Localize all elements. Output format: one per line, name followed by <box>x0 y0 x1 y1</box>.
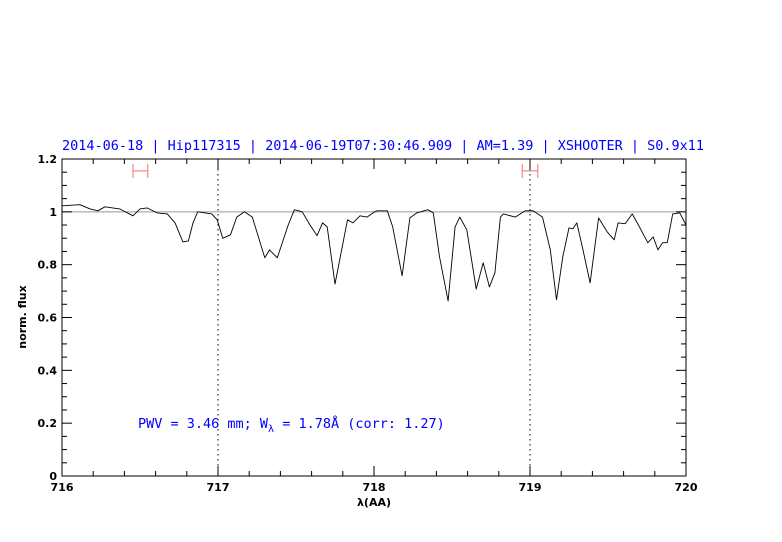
x-axis-label: λ(AA) <box>357 496 391 509</box>
plot-area: 716 717 718 719 720 0 0.2 0.4 0.6 0.8 1 1.2 <box>38 153 698 494</box>
y-tick-label: 0.8 <box>38 259 58 272</box>
y-tick-label: 0.4 <box>38 364 58 377</box>
y-axis-label: norm. flux <box>16 285 29 348</box>
pwv-annotation: PWV = 3.46 mm; Wλ = 1.78Å (corr: 1.27) <box>138 415 445 435</box>
x-tick-label: 719 <box>519 481 542 494</box>
x-tick-label: 717 <box>207 481 230 494</box>
chart-title: 2014-06-18 | Hip117315 | 2014-06-19T07:3… <box>62 138 704 154</box>
y-tick-label: 0.6 <box>38 312 58 325</box>
y-tick-label: 0.2 <box>38 417 58 430</box>
annotation-prefix: PWV = 3.46 mm; W <box>138 416 269 432</box>
annotation-subscript: λ <box>268 424 274 435</box>
y-tick-label: 0 <box>49 470 57 483</box>
x-tick-label: 718 <box>363 481 386 494</box>
x-tick-label: 720 <box>675 481 698 494</box>
spectrum-line <box>61 204 687 302</box>
y-tick-label: 1.2 <box>38 153 58 166</box>
y-tick-label: 1 <box>49 206 57 219</box>
annotation-suffix: = 1.78Å (corr: 1.27) <box>274 415 445 432</box>
x-tick-label: 716 <box>51 481 74 494</box>
